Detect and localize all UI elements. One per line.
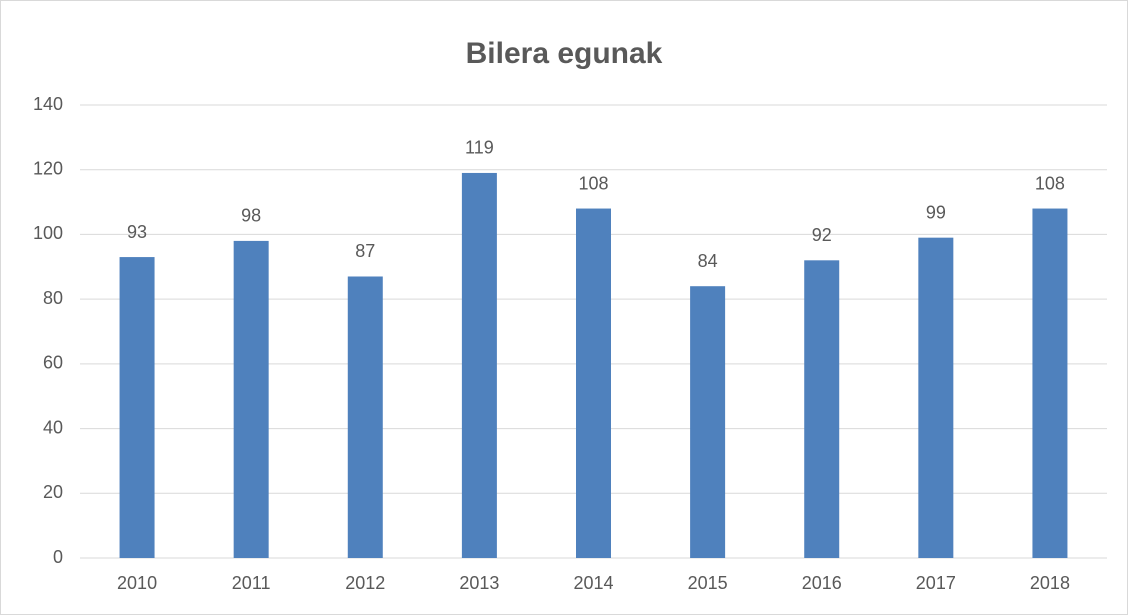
x-tick-label: 2017 — [916, 573, 956, 593]
x-tick-label: 2010 — [117, 573, 157, 593]
y-tick-label: 120 — [33, 158, 63, 178]
x-tick-label: 2014 — [573, 573, 613, 593]
x-tick-label: 2018 — [1030, 573, 1070, 593]
y-tick-label: 140 — [33, 94, 63, 114]
x-tick-label: 2013 — [459, 573, 499, 593]
y-tick-label: 0 — [53, 547, 63, 567]
data-label: 108 — [578, 173, 608, 193]
x-tick-label: 2015 — [688, 573, 728, 593]
x-tick-label: 2011 — [232, 573, 271, 593]
x-tick-label: 2016 — [802, 573, 842, 593]
bar — [918, 237, 954, 558]
data-label: 108 — [1035, 173, 1065, 193]
x-tick-label: 2012 — [345, 573, 385, 593]
data-label: 93 — [127, 222, 147, 242]
bar — [1032, 208, 1068, 559]
data-label: 87 — [355, 241, 375, 261]
y-tick-label: 60 — [43, 353, 63, 373]
y-tick-label: 100 — [33, 223, 63, 243]
data-label: 119 — [465, 138, 494, 158]
y-tick-label: 40 — [43, 417, 63, 437]
bar — [804, 260, 840, 558]
bar — [576, 208, 611, 559]
data-label: 84 — [698, 251, 718, 271]
bar — [233, 240, 269, 558]
data-label: 99 — [926, 202, 946, 222]
y-tick-label: 80 — [43, 288, 63, 308]
bar — [690, 286, 726, 558]
bar — [461, 172, 497, 558]
y-tick-label: 20 — [43, 482, 63, 502]
bar — [119, 257, 155, 558]
bar — [347, 276, 383, 558]
data-label: 98 — [241, 206, 261, 226]
chart-title: Bilera egunak — [466, 37, 663, 70]
data-label: 92 — [812, 225, 832, 245]
